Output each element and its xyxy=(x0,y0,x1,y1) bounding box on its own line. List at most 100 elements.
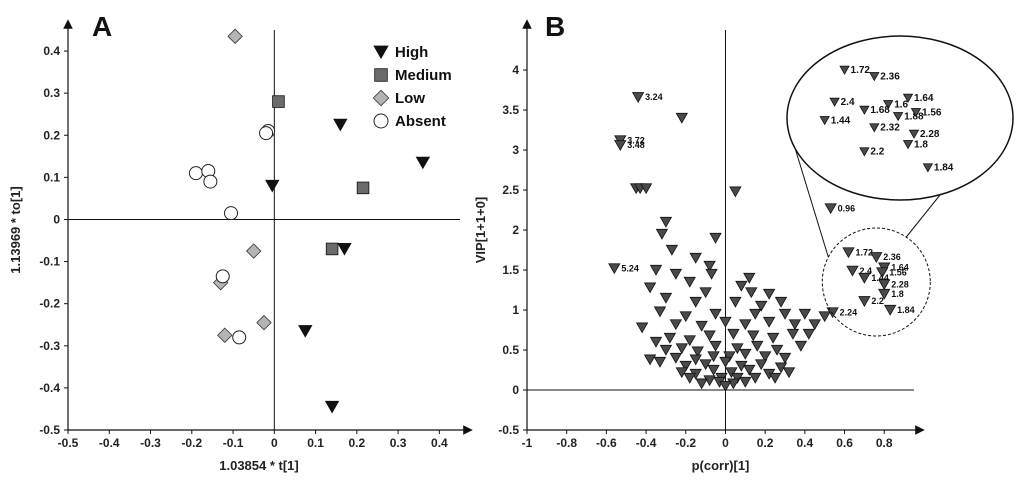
zoom-point xyxy=(869,123,880,133)
vip-point-labeled xyxy=(842,247,855,259)
y-tick-label-b: 3.5 xyxy=(502,103,519,117)
vip-point xyxy=(679,311,692,323)
x-tick-label-b: -0.4 xyxy=(636,436,657,450)
vip-point xyxy=(675,367,688,379)
vip-point xyxy=(689,252,702,264)
vip-point xyxy=(703,260,716,272)
vip-point xyxy=(649,264,663,276)
vip-point xyxy=(659,216,673,228)
vip-point xyxy=(689,354,702,366)
x-tick-label-b: 0.2 xyxy=(757,436,774,450)
vip-point-label: 1.8 xyxy=(891,289,904,299)
data-point-medium xyxy=(272,95,285,108)
x-tick-label-a: 0.1 xyxy=(307,436,324,450)
zoom-point xyxy=(883,100,894,110)
vip-point xyxy=(703,330,716,342)
vip-point xyxy=(719,316,732,328)
x-tick-label-a: 0 xyxy=(271,436,278,450)
vip-point-label: 2.24 xyxy=(840,307,858,317)
zoom-point xyxy=(839,65,850,75)
vip-point xyxy=(663,332,677,344)
vip-point xyxy=(770,344,784,356)
vip-point xyxy=(707,351,720,363)
vip-point xyxy=(731,343,744,355)
x-tick-label-b: -1 xyxy=(522,436,533,450)
vip-point xyxy=(766,332,780,344)
zoom-point-label: 2.28 xyxy=(920,129,940,140)
vip-point xyxy=(669,352,683,364)
legend-marker-high xyxy=(373,45,389,60)
data-point-low xyxy=(217,327,233,343)
vip-point xyxy=(649,336,663,348)
y-tick-label-a: 0 xyxy=(53,212,60,226)
y-tick-label-b: 3 xyxy=(512,143,519,157)
y-tick-label-b: 1 xyxy=(512,303,519,317)
data-point-absent xyxy=(188,166,203,181)
vip-point-label: 1.72 xyxy=(856,247,874,257)
chart-a: A -0.5 -0.4 -0.3 -0.2 -0.1 0 0.1 0.2 0.3 0.4 -0.5 -0… xyxy=(8,11,473,473)
zoom-point xyxy=(869,72,880,82)
legend-label-medium: Medium xyxy=(395,67,452,84)
data-point-medium xyxy=(325,242,339,256)
zoom-source-circle xyxy=(821,227,931,337)
y-tick-label-a: -0.4 xyxy=(39,381,60,395)
zoom-point xyxy=(910,108,922,118)
vip-point-label: 1.64 xyxy=(891,263,909,273)
vip-point xyxy=(719,380,732,392)
vip-point-labeled xyxy=(824,203,837,215)
vip-point-labeled xyxy=(826,307,839,319)
data-point-high xyxy=(298,325,313,338)
x-tick-label-a: -0.5 xyxy=(58,436,79,450)
y-tick-label-b: 4 xyxy=(512,63,519,77)
vip-point xyxy=(729,186,742,198)
data-point-absent xyxy=(215,269,230,284)
vip-point xyxy=(802,328,816,340)
vip-point xyxy=(727,328,740,340)
data-point-absent xyxy=(203,174,218,189)
vip-point xyxy=(665,244,679,256)
vip-point xyxy=(653,306,667,318)
zoom-point xyxy=(908,129,920,139)
y-tick-label-a: 0.4 xyxy=(43,44,60,58)
x-tick-label-a: -0.3 xyxy=(140,436,161,450)
zoom-point-label: 1.44 xyxy=(831,115,851,126)
y-tick-label-a: 0.3 xyxy=(43,86,60,100)
vip-point xyxy=(659,292,673,304)
vip-point-label: 1.56 xyxy=(889,267,907,277)
zoom-point-label: 1.6 xyxy=(894,99,908,110)
vip-point-labeled xyxy=(614,140,627,151)
x-tick-label-a: 0.3 xyxy=(390,436,407,450)
vip-point xyxy=(729,296,742,308)
legend-label-high: High xyxy=(395,44,428,61)
vip-point xyxy=(695,378,708,390)
zoom-point xyxy=(829,97,840,107)
vip-point xyxy=(725,367,738,379)
zoom-point-label: 2.32 xyxy=(880,123,900,134)
vip-point xyxy=(709,308,722,320)
vip-point xyxy=(709,340,722,352)
vip-point-label: 1.44 xyxy=(871,273,889,283)
data-point-absent xyxy=(259,126,274,141)
vip-point xyxy=(653,356,667,368)
vip-point-label: 2.36 xyxy=(883,252,901,262)
x-tick-label-b: 0 xyxy=(722,436,729,450)
vip-point xyxy=(743,364,756,376)
vip-point-labeled xyxy=(858,296,871,307)
y-tick-label-a: -0.3 xyxy=(39,339,60,353)
zoom-point xyxy=(819,116,830,126)
x-tick-label-b: 0.6 xyxy=(836,436,853,450)
x-tick-label-b: -0.6 xyxy=(596,436,617,450)
y-tick-label-b: 2 xyxy=(512,223,519,237)
zoom-point-label: 2.36 xyxy=(880,71,900,82)
vip-point xyxy=(703,375,716,387)
legend-marker-low xyxy=(372,89,390,107)
vip-point xyxy=(754,359,768,371)
zoom-point xyxy=(892,112,904,122)
y-axis-label-a: 1.13969 * to[1] xyxy=(8,186,23,273)
zoom-point xyxy=(859,147,870,157)
data-point-low xyxy=(245,243,262,259)
vip-point xyxy=(705,268,718,280)
vip-point-labeled xyxy=(870,252,883,263)
x-tick-label-b: -0.8 xyxy=(556,436,577,450)
vip-point xyxy=(675,112,688,124)
